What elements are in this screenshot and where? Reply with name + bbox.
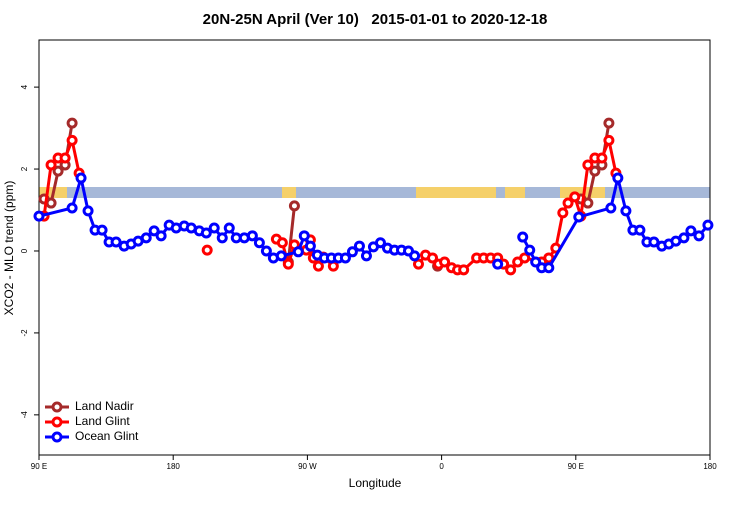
- x-tick-label: 90 W: [298, 462, 317, 471]
- point: [298, 230, 310, 242]
- point: [409, 250, 421, 262]
- point: [439, 256, 451, 268]
- point: [288, 200, 300, 212]
- x-tick-label: 90 E: [568, 462, 584, 471]
- point: [634, 224, 646, 236]
- point: [304, 240, 316, 252]
- point: [82, 205, 94, 217]
- point: [603, 134, 615, 146]
- point: [346, 246, 358, 258]
- point: [33, 210, 45, 222]
- point: [596, 152, 608, 164]
- point: [648, 236, 660, 248]
- point: [216, 232, 228, 244]
- point: [693, 230, 705, 242]
- point: [543, 262, 555, 274]
- point: [208, 222, 220, 234]
- point: [140, 232, 152, 244]
- y-tick-label: 0: [20, 248, 29, 253]
- point: [148, 225, 160, 237]
- legend-marker: [51, 416, 63, 428]
- point: [620, 205, 632, 217]
- legend-marker: [51, 401, 63, 413]
- point: [312, 260, 324, 272]
- point: [685, 225, 697, 237]
- point: [562, 197, 574, 209]
- y-axis-label: XCO2 - MLO trend (ppm): [2, 181, 16, 316]
- map-strip: [39, 187, 710, 198]
- point: [200, 227, 212, 239]
- point: [246, 230, 258, 242]
- y-tick-label: -2: [20, 329, 29, 337]
- point: [66, 202, 78, 214]
- point: [582, 197, 594, 209]
- point: [678, 232, 690, 244]
- y-tick-label: -4: [20, 411, 29, 419]
- point: [605, 202, 617, 214]
- point: [412, 258, 424, 270]
- point: [702, 219, 714, 231]
- plot-frame: [38, 39, 711, 456]
- point: [45, 159, 57, 171]
- y-tick-label: 4: [20, 84, 29, 89]
- point: [360, 250, 372, 262]
- point: [374, 237, 386, 249]
- point: [543, 252, 555, 264]
- point: [66, 134, 78, 146]
- point: [557, 207, 569, 219]
- point: [353, 240, 365, 252]
- point: [492, 258, 504, 270]
- point: [96, 224, 108, 236]
- legend-label: Land Glint: [75, 414, 130, 428]
- point: [427, 252, 439, 264]
- chart-title: 20N-25N April (Ver 10) 2015-01-01 to 202…: [203, 11, 548, 28]
- point: [155, 230, 167, 242]
- point: [275, 250, 287, 262]
- point: [458, 264, 470, 276]
- legend-label: Ocean Glint: [75, 429, 139, 443]
- x-tick-label: 0: [439, 462, 444, 471]
- y-tick-label: 2: [20, 166, 29, 171]
- point: [517, 231, 529, 243]
- point: [292, 246, 304, 258]
- x-tick-label: 90 E: [31, 462, 47, 471]
- point: [223, 222, 235, 234]
- legend-marker: [51, 431, 63, 443]
- point: [66, 117, 78, 129]
- x-tick-label: 180: [703, 462, 717, 471]
- point: [519, 252, 531, 264]
- point: [253, 237, 265, 249]
- point: [589, 165, 601, 177]
- x-axis-label: Longitude: [349, 476, 402, 490]
- point: [573, 211, 585, 223]
- point: [524, 244, 536, 256]
- point: [603, 117, 615, 129]
- point: [612, 172, 624, 184]
- x-tick-label: 180: [167, 462, 181, 471]
- point: [582, 159, 594, 171]
- point: [201, 244, 213, 256]
- point: [45, 197, 57, 209]
- legend-label: Land Nadir: [75, 399, 134, 413]
- point: [260, 245, 272, 257]
- point: [52, 165, 64, 177]
- point: [110, 236, 122, 248]
- point: [282, 258, 294, 270]
- point: [569, 191, 581, 203]
- point: [505, 264, 517, 276]
- point: [75, 172, 87, 184]
- point: [59, 152, 71, 164]
- point: [339, 252, 351, 264]
- point: [276, 237, 288, 249]
